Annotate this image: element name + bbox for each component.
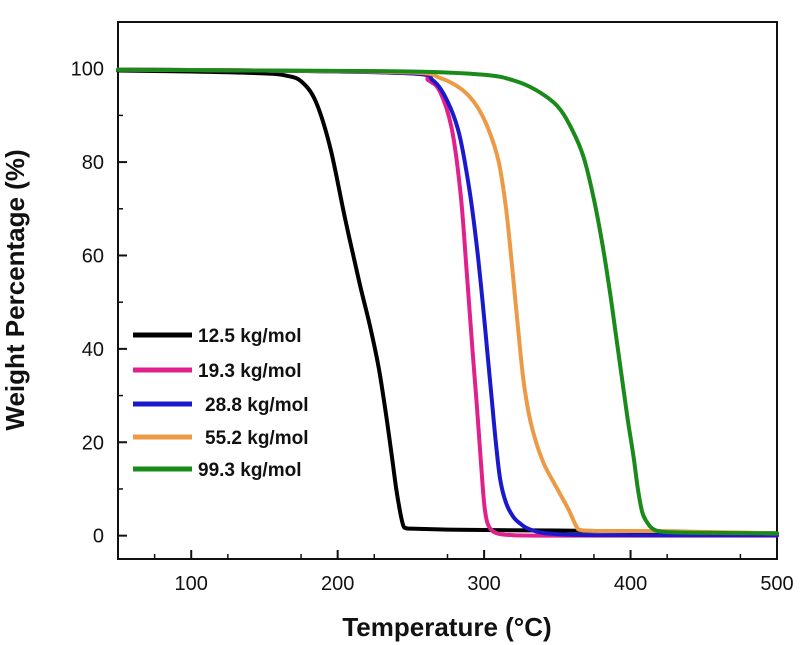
x-ticks: 100 200 300 400 500 xyxy=(153,550,794,595)
series-line-4 xyxy=(116,67,779,536)
y-tick-label: 100 xyxy=(71,59,104,81)
x-axis-title: Temperature (°C) xyxy=(342,612,551,642)
x-tick-label: 200 xyxy=(321,573,354,595)
series-line-0 xyxy=(116,68,779,536)
series-line-3 xyxy=(116,67,779,536)
legend-label-2: 28.8 kg/mol xyxy=(205,395,309,416)
x-tick-label: 300 xyxy=(467,573,500,595)
y-tick-label: 0 xyxy=(93,526,104,548)
series-lines xyxy=(116,67,779,538)
y-tick-label: 60 xyxy=(82,245,104,267)
x-tick-label: 500 xyxy=(760,573,793,595)
legend-label-1: 19.3 kg/mol xyxy=(198,361,302,382)
series-line-2 xyxy=(116,67,779,538)
x-tick-label: 100 xyxy=(175,573,208,595)
y-tick-label: 20 xyxy=(82,432,104,454)
y-tick-label: 80 xyxy=(82,152,104,174)
y-tick-label: 40 xyxy=(82,339,104,361)
y-ticks: 0 20 40 60 80 100 xyxy=(71,59,127,548)
y-axis-title: Weight Percentage (%) xyxy=(0,149,30,430)
legend-label-0: 12.5 kg/mol xyxy=(198,326,302,347)
x-tick-label: 400 xyxy=(614,573,647,595)
legend-label-3: 55.2 kg/mol xyxy=(205,428,309,449)
legend: 12.5 kg/mol 19.3 kg/mol 28.8 kg/mol 55.2… xyxy=(133,326,309,481)
legend-label-4: 99.3 kg/mol xyxy=(198,460,302,481)
